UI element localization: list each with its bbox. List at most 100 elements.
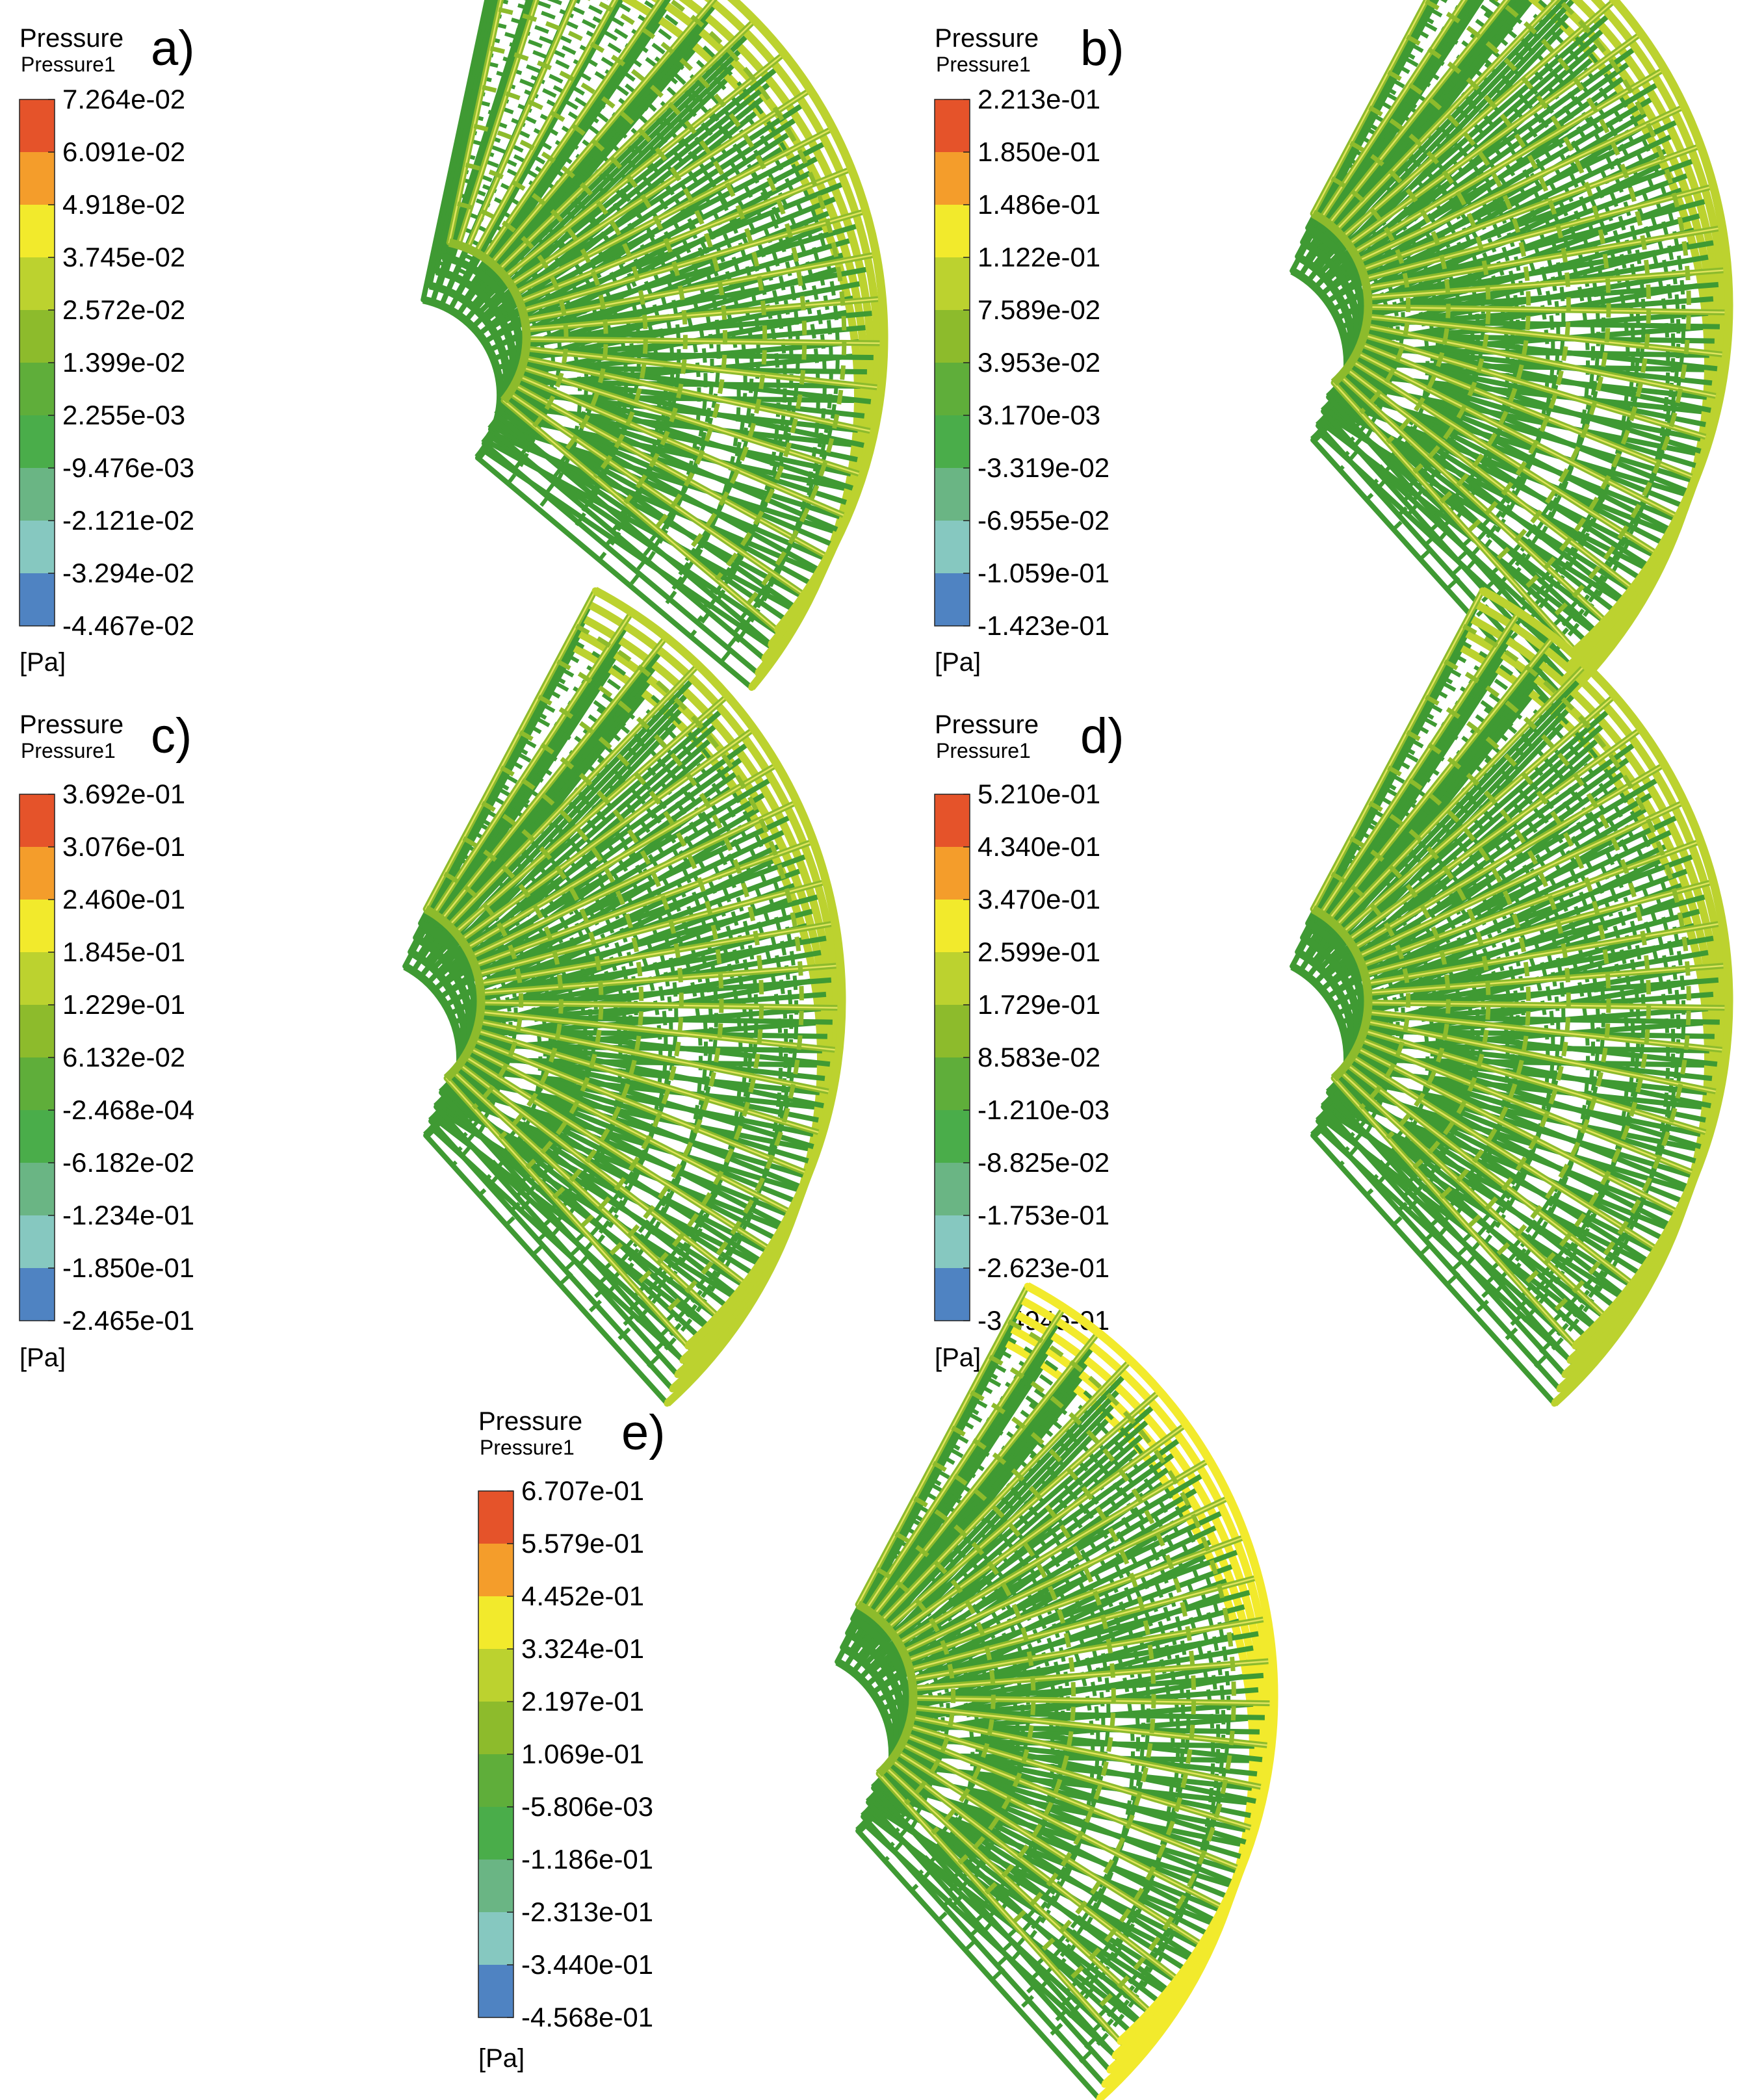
colorbar xyxy=(934,794,970,1321)
lattice-spoke-highlight xyxy=(1335,664,1587,927)
lattice-ring xyxy=(1406,34,1571,534)
lattice-frame-end xyxy=(1708,948,1720,998)
lattice-frame-end xyxy=(742,1245,773,1288)
lattice-spoke xyxy=(855,1373,1085,1661)
colorbar-ticks: 6.707e-01 5.579e-01 4.452e-01 3.324e-01 2.19… xyxy=(521,1475,653,2032)
lattice-spoke-highlight xyxy=(469,1047,792,1213)
colorbar-tick-label: 3.076e-01 xyxy=(62,831,185,862)
lattice-frame-end xyxy=(859,428,877,478)
lattice-spoke-highlight xyxy=(1366,1011,1728,1052)
lattice-spoke xyxy=(434,649,664,937)
lattice-ring xyxy=(570,638,799,1332)
lattice-spoke-highlight xyxy=(483,0,662,259)
lattice-frame-end xyxy=(1655,80,1683,125)
lattice-spoke xyxy=(890,1471,1207,1661)
lattice-frame-end xyxy=(831,920,844,969)
lattice-spoke-highlight xyxy=(912,1660,1274,1690)
lattice-frame-end xyxy=(1095,1329,1134,1364)
lattice-spoke xyxy=(448,805,764,994)
lattice-spoke-highlight xyxy=(458,0,538,246)
lattice-spoke-highlight xyxy=(1361,840,1702,966)
lattice-frame-end xyxy=(1018,1297,1062,1325)
lattice-ring xyxy=(1395,758,1561,1258)
lattice-frame-end xyxy=(1096,2066,1133,2100)
lattice-spoke-highlight xyxy=(474,840,814,966)
lattice-spoke-highlight xyxy=(1335,0,1558,231)
lattice-spoke-highlight xyxy=(1340,375,1607,622)
lattice-ring xyxy=(940,1454,1106,1953)
colorbar-band xyxy=(19,521,55,574)
lattice-spoke-highlight xyxy=(1332,382,1576,652)
lattice-spoke xyxy=(1334,707,1613,950)
lattice-frame-end xyxy=(1697,838,1717,885)
colorbar-tick-label: -2.623e-01 xyxy=(978,1252,1109,1283)
lattice-frame-end xyxy=(1661,66,1688,110)
lattice-ring xyxy=(443,872,524,1110)
lattice-spoke-highlight xyxy=(1351,1056,1658,1251)
lattice-spoke-highlight xyxy=(491,0,715,265)
lattice-spoke-highlight xyxy=(906,1536,1247,1662)
lattice-ring xyxy=(513,744,679,1243)
panel-a: Pressure Pressure1 a) 7.264e-02 6.091e-02… xyxy=(0,0,888,695)
lattice-spoke xyxy=(855,1828,1102,2100)
lattice-spoke xyxy=(880,1500,1197,1689)
lattice-ring xyxy=(475,99,681,519)
colorbar-band xyxy=(935,952,970,1005)
lattice-spoke-highlight xyxy=(1347,32,1642,246)
lattice-frame-end xyxy=(1692,157,1712,204)
lattice-spoke xyxy=(500,154,823,324)
lattice-spoke-highlight xyxy=(460,728,755,941)
lattice-spoke-highlight xyxy=(1312,590,1483,910)
lattice-frame-end xyxy=(1661,761,1688,806)
lattice-spoke-highlight xyxy=(498,19,756,271)
lattice-spoke-highlight xyxy=(521,366,864,476)
unit-label: [Pa] xyxy=(478,2044,525,2073)
lattice-spoke-highlight xyxy=(441,636,668,920)
colorbar-band xyxy=(478,1491,513,1544)
lattice-ring xyxy=(1535,0,1686,637)
colorbar-tick-label: -2.121e-02 xyxy=(62,505,194,536)
lattice-spoke-highlight xyxy=(901,1743,1225,1909)
lattice-frame-end xyxy=(787,1170,812,1216)
colorbar-band xyxy=(19,573,55,627)
lattice-frame-end xyxy=(1252,1743,1262,1792)
colorbar-tick-label: -6.182e-02 xyxy=(62,1147,194,1178)
lattice-frame-end xyxy=(674,1342,711,1379)
lattice-spoke-highlight xyxy=(892,1423,1187,1637)
lattice-spoke xyxy=(1345,81,1662,270)
colorbar-band xyxy=(935,1110,970,1163)
lattice-frame-end xyxy=(805,852,825,900)
colorbar-tick-label: 6.091e-02 xyxy=(62,136,185,167)
pressure-contour-plot xyxy=(835,1282,1278,2100)
lattice-spoke xyxy=(481,441,761,676)
lattice-frame-end xyxy=(835,1004,845,1054)
unit-label: [Pa] xyxy=(19,648,66,677)
lattice-frame-end xyxy=(1111,2023,1148,2060)
lattice-spoke-highlight xyxy=(908,1725,1256,1830)
lattice-frame-end xyxy=(751,17,788,57)
lattice-spoke-highlight xyxy=(1364,881,1715,976)
lattice-spoke xyxy=(423,677,653,965)
lattice-ring xyxy=(1438,673,1646,1303)
lattice-spoke xyxy=(440,0,500,260)
colorbar-tick-label: 7.589e-02 xyxy=(978,294,1100,325)
lattice-spoke xyxy=(1310,1132,1557,1406)
lattice-spoke xyxy=(434,1104,681,1378)
lattice-frame-end xyxy=(1556,1356,1593,1393)
lattice-spoke xyxy=(1316,1118,1563,1392)
lattice-spoke xyxy=(476,16,712,295)
lattice-spoke-highlight xyxy=(1367,269,1729,299)
lattice-ring xyxy=(970,1390,1156,1954)
lattice-ring xyxy=(1433,688,1641,1317)
lattice-spoke-highlight xyxy=(1364,185,1715,280)
lattice-frame-end xyxy=(1697,142,1717,190)
lattice-frame-end xyxy=(1687,171,1707,218)
lattice-spoke-highlight xyxy=(885,1766,1152,2013)
lattice-ring xyxy=(1462,624,1691,1319)
lattice-spoke xyxy=(871,1785,1118,2059)
lattice-frame-end xyxy=(1572,617,1609,655)
colorbar-band xyxy=(935,521,970,574)
lattice-spoke-highlight xyxy=(1345,368,1634,590)
lattice-spoke-highlight xyxy=(524,253,877,321)
lattice-spoke xyxy=(421,638,624,946)
